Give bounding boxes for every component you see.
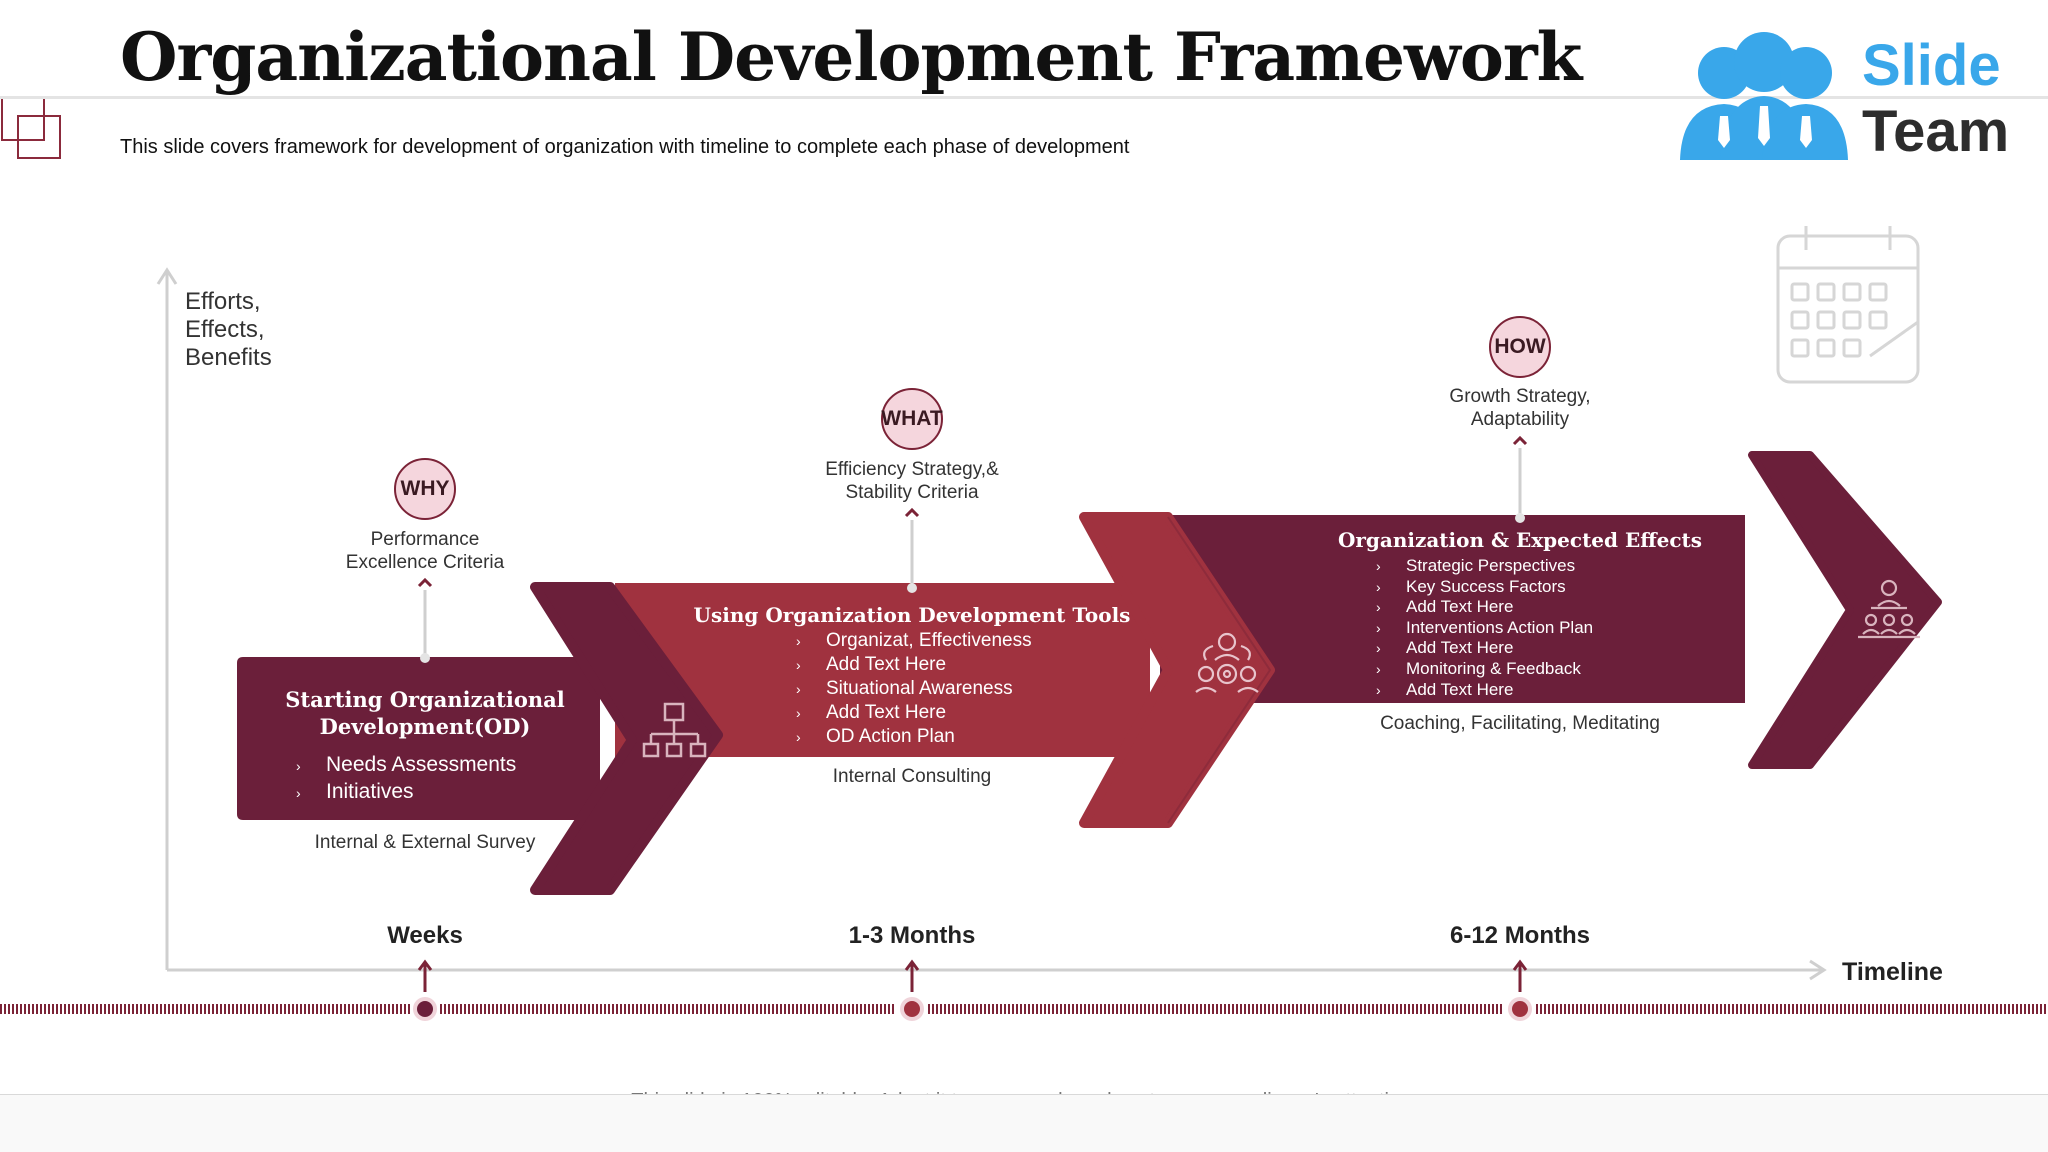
org-chart-icon xyxy=(642,702,707,758)
list-item-label: Key Success Factors xyxy=(1406,576,1566,596)
list-item: › Situational Awareness xyxy=(796,677,1032,701)
list-item-label: Strategic Perspectives xyxy=(1406,556,1576,575)
stage-2-method: Internal Consulting xyxy=(832,766,992,787)
chevron-right-icon: › xyxy=(1376,619,1381,636)
stage-1-items: › Needs Assessments › Initiatives xyxy=(296,752,516,806)
list-item-label: Interventions Action Plan xyxy=(1406,617,1594,637)
why-description: Performance Excellence Criteria xyxy=(295,528,555,574)
stage-3-method: Coaching, Facilitating, Meditating xyxy=(1380,713,1660,734)
chevron-right-icon: › xyxy=(1376,640,1381,657)
list-item: › Interventions Action Plan xyxy=(1376,618,1593,639)
chevron-right-icon: › xyxy=(1376,578,1381,595)
what-description-line: Efficiency Strategy,& xyxy=(825,459,999,480)
chevron-right-icon: › xyxy=(1376,558,1381,574)
stage-arrow-3 xyxy=(1160,451,1942,769)
stage-2-title: Using Organization Development Tools xyxy=(692,602,1132,628)
stage-arrow-2 xyxy=(615,512,1275,828)
what-description: Efficiency Strategy,& Stability Criteria xyxy=(782,458,1042,504)
chevron-right-icon: › xyxy=(796,633,801,649)
list-item-label: Add Text Here xyxy=(826,702,947,723)
list-item: › Needs Assessments xyxy=(296,752,516,779)
badge-how: HOW xyxy=(1489,316,1551,378)
logo-text-slide: Slide xyxy=(1862,33,2001,98)
header-divider xyxy=(0,96,2048,99)
timeline-arrows xyxy=(417,959,1528,992)
timeline-label-weeks: Weeks xyxy=(387,922,463,949)
team-gear-icon xyxy=(1195,632,1259,693)
list-item-label: Initiatives xyxy=(326,780,414,803)
how-description: Growth Strategy, Adaptability xyxy=(1390,385,1650,431)
footer-strip xyxy=(0,1095,2048,1152)
what-description-line: Stability Criteria xyxy=(845,482,979,503)
list-item: › Initiatives xyxy=(296,779,516,806)
stage-2-title-line: Using Organization Development Tools xyxy=(693,603,1131,627)
people-logo-icon xyxy=(1680,32,1848,160)
logo-text-team: Team xyxy=(1862,99,2010,164)
list-item-label: Add Text Here xyxy=(1406,597,1514,617)
question-connectors xyxy=(423,448,1522,658)
chevron-right-icon: › xyxy=(1376,681,1381,698)
list-item-label: Situational Awareness xyxy=(826,678,1013,699)
how-description-line: Growth Strategy, xyxy=(1449,386,1591,407)
chevron-right-icon: › xyxy=(796,705,801,721)
overlapping-squares-icon xyxy=(1,97,61,159)
list-item: › Organizat, Effectiveness xyxy=(796,629,1032,653)
page-title: Organizational Development Framework xyxy=(120,18,1582,96)
chevron-right-icon: › xyxy=(296,785,301,801)
list-item: › Strategic Perspectives xyxy=(1376,556,1593,577)
slideteam-logo: Slide Team xyxy=(1664,28,2024,168)
hierarchy-people-icon xyxy=(1858,579,1920,639)
connector-arrowheads xyxy=(417,435,1528,588)
list-item: › Add Text Here xyxy=(1376,638,1593,659)
list-item: › OD Action Plan xyxy=(796,725,1032,749)
stage-1-method: Internal & External Survey xyxy=(314,832,536,853)
stage-3-title-line: Organization & Expected Effects xyxy=(1337,528,1703,552)
y-axis-label-line: Benefits xyxy=(185,344,272,371)
connector-dots xyxy=(420,513,1525,663)
x-axis-label: Timeline xyxy=(1842,958,1943,986)
timeline-band xyxy=(0,997,2048,1021)
stage-1-title: Starting Organizational Development(OD) xyxy=(265,686,585,740)
why-description-line: Excellence Criteria xyxy=(345,552,505,573)
stage-1-title-line: Development(OD) xyxy=(319,714,531,739)
timeline-label-1-3-months: 1-3 Months xyxy=(848,922,976,949)
stage-arrow-1 xyxy=(237,582,723,895)
list-item-label: Needs Assessments xyxy=(326,753,517,776)
badge-what: WHAT xyxy=(881,388,943,450)
chevron-right-icon: › xyxy=(296,758,301,774)
list-item: › Add Text Here xyxy=(1376,597,1593,618)
badge-why: WHY xyxy=(394,458,456,520)
stage-3-title: Organization & Expected Effects xyxy=(1300,527,1740,553)
stage-3-items: › Strategic Perspectives › Key Success Fac… xyxy=(1376,556,1593,700)
list-item: › Add Text Here xyxy=(1376,680,1593,701)
footer-divider xyxy=(0,1094,2048,1095)
chevron-right-icon: › xyxy=(1376,599,1381,616)
list-item: › Add Text Here xyxy=(796,701,1032,725)
y-axis-label-line: Effects, xyxy=(185,316,265,343)
list-item-label: Monitoring & Feedback xyxy=(1406,658,1581,678)
list-item-label: OD Action Plan xyxy=(826,726,955,747)
list-item-label: Add Text Here xyxy=(826,654,947,675)
stage-2-items: › Organizat, Effectiveness › Add Text Here… xyxy=(796,629,1032,749)
list-item-label: Organizat, Effectiveness xyxy=(826,630,1032,651)
page-subtitle: This slide covers framework for developm… xyxy=(120,136,1130,158)
stage-1-title-line: Starting Organizational xyxy=(285,687,565,712)
chevron-right-icon: › xyxy=(1376,660,1381,677)
chevron-right-icon: › xyxy=(796,729,801,745)
how-description-line: Adaptability xyxy=(1470,409,1570,430)
y-axis-label: Efforts, Effects, Benefits xyxy=(185,288,272,372)
why-description-line: Performance xyxy=(370,529,480,550)
y-axis-label-line: Efforts, xyxy=(185,288,261,315)
list-item: › Monitoring & Feedback xyxy=(1376,659,1593,680)
timeline-label-6-12-months: 6-12 Months xyxy=(1449,922,1590,949)
list-item-label: Add Text Here xyxy=(1406,638,1514,658)
list-item-label: Add Text Here xyxy=(1406,679,1514,699)
list-item: › Add Text Here xyxy=(796,653,1032,677)
list-item: › Key Success Factors xyxy=(1376,577,1593,598)
chevron-right-icon: › xyxy=(796,681,801,697)
axes xyxy=(156,267,1827,981)
chevron-right-icon: › xyxy=(796,657,801,673)
calendar-icon xyxy=(1776,226,1920,384)
